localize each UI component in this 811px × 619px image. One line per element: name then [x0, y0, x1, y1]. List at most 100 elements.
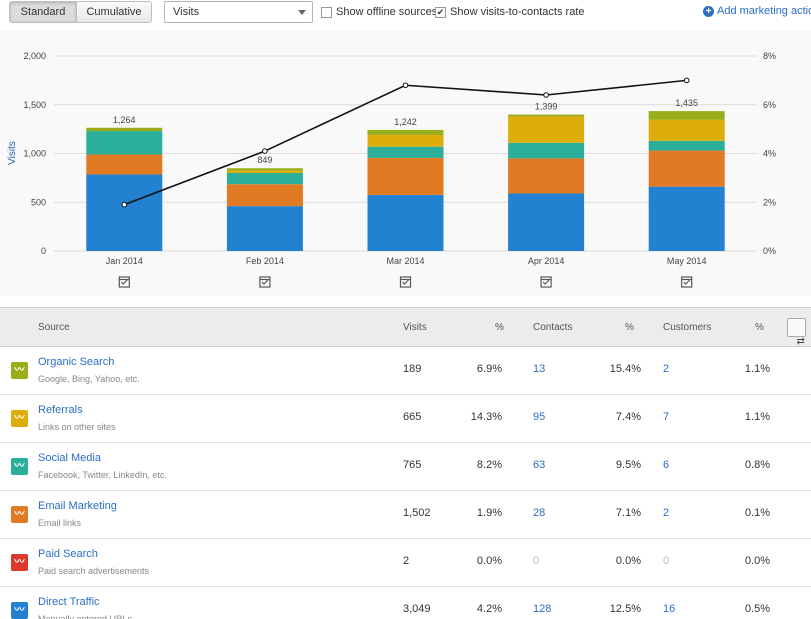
- swap-icon: ⇄: [796, 336, 805, 347]
- contacts-link[interactable]: 128: [533, 603, 552, 615]
- visits-pct-value: 0.0%: [476, 555, 502, 567]
- col-contacts[interactable]: Contacts: [533, 322, 573, 333]
- y2-tick-label: 4%: [763, 149, 776, 159]
- checkbox-unchecked-icon[interactable]: [321, 6, 332, 18]
- bar-segment: [508, 193, 585, 251]
- customers-link[interactable]: 16: [663, 603, 676, 615]
- bar-segment: [226, 184, 303, 207]
- visits-pct-value: 4.2%: [476, 603, 502, 615]
- contacts-link[interactable]: 13: [533, 363, 546, 375]
- visits-value: 189: [403, 363, 422, 375]
- table-row: 〰 Direct Traffic Manually entered URLs 3,04…: [0, 587, 811, 619]
- standard-button[interactable]: Standard: [10, 2, 76, 22]
- source-description: Facebook, Twitter, LinkedIn, etc.: [38, 470, 167, 480]
- contacts-pct-value: 9.5%: [615, 459, 641, 471]
- bar-total-label: 1,242: [394, 117, 417, 127]
- contacts-pct-value: 15.4%: [609, 363, 641, 375]
- y-tick-label: 2,000: [23, 51, 46, 61]
- contacts-pct-value: 7.1%: [615, 507, 641, 519]
- table-row: 〰 Paid Search Paid search advertisements 2 0…: [0, 539, 811, 587]
- x-tick-label: Apr 2014: [528, 256, 565, 266]
- visits-to-contacts-label: Show visits-to-contacts rate: [450, 6, 585, 18]
- offline-sources-checkbox[interactable]: Show offline sources: [321, 6, 437, 18]
- calendar-icon[interactable]: [259, 276, 271, 288]
- contacts-link[interactable]: 63: [533, 459, 546, 471]
- rate-point: [262, 148, 268, 154]
- x-tick-label: Jan 2014: [106, 256, 143, 266]
- bar-segment: [648, 150, 725, 187]
- customers-link[interactable]: 2: [663, 507, 670, 519]
- source-activity-icon: 〰: [11, 362, 28, 379]
- source-name-link[interactable]: Social Media: [38, 452, 101, 464]
- bar-segment: [367, 194, 444, 251]
- chevron-down-icon: [298, 10, 306, 15]
- bar-segment: [508, 158, 585, 194]
- calendar-icon[interactable]: [399, 276, 412, 288]
- add-marketing-action-link[interactable]: + Add marketing action: [703, 5, 811, 17]
- col-contacts-pct[interactable]: %: [625, 322, 634, 333]
- bar-total-label: 1,399: [535, 102, 558, 112]
- bar-segment: [226, 168, 303, 171]
- x-tick-label: Feb 2014: [246, 256, 284, 266]
- contacts-link[interactable]: 28: [533, 507, 546, 519]
- col-customers[interactable]: Customers: [663, 322, 712, 333]
- calendar-icon[interactable]: [681, 276, 693, 288]
- stacked-bar-chart: 0 500 1,000 1,500 2,000 0% 2% 4% 6% 8% Visits 1,264…: [7, 51, 776, 288]
- col-source[interactable]: Source: [38, 322, 70, 333]
- swap-columns-button[interactable]: ⇄: [787, 318, 806, 347]
- col-customers-pct[interactable]: %: [755, 322, 764, 333]
- offline-sources-label: Show offline sources: [336, 6, 438, 18]
- bar-segment: [86, 131, 163, 155]
- customers-pct-value: 1.1%: [744, 363, 770, 375]
- source-name-link[interactable]: Email Marketing: [38, 500, 117, 512]
- y-tick-label: 500: [31, 197, 46, 207]
- col-visits-pct[interactable]: %: [495, 322, 504, 333]
- source-name-link[interactable]: Direct Traffic: [38, 596, 100, 608]
- rate-point: [683, 77, 690, 84]
- x-tick-label: May 2014: [667, 256, 707, 266]
- visits-pct-value: 14.3%: [470, 411, 502, 423]
- rate-point: [121, 201, 128, 208]
- y-tick-label: 1,500: [23, 100, 46, 110]
- customers-pct-value: 0.8%: [744, 459, 770, 471]
- rate-point: [543, 92, 549, 98]
- source-activity-icon: 〰: [11, 458, 28, 475]
- col-visits[interactable]: Visits: [403, 322, 427, 333]
- bar-segment: [367, 157, 444, 195]
- source-activity-icon: 〰: [11, 554, 28, 571]
- source-name-link[interactable]: Paid Search: [38, 548, 98, 560]
- calendar-icon[interactable]: [118, 276, 130, 288]
- calendar-icon[interactable]: [540, 276, 552, 288]
- contacts-pct-value: 12.5%: [609, 603, 641, 615]
- customers-link[interactable]: 6: [663, 459, 670, 471]
- customers-pct-value: 0.5%: [744, 603, 770, 615]
- cumulative-button[interactable]: Cumulative: [76, 2, 151, 22]
- bar-segment: [648, 119, 725, 141]
- toolbar: Standard Cumulative Visits Show offline …: [0, 0, 811, 24]
- customers-pct-value: 0.0%: [744, 555, 770, 567]
- customers-link: 0: [663, 555, 670, 567]
- source-activity-icon: 〰: [11, 506, 28, 523]
- visits-to-contacts-checkbox[interactable]: ✔ Show visits-to-contacts rate: [435, 6, 585, 18]
- checkbox-checked-icon[interactable]: ✔: [435, 6, 446, 18]
- x-tick-label: Mar 2014: [386, 256, 424, 266]
- visits-pct-value: 8.2%: [476, 459, 502, 471]
- metric-select[interactable]: Visits: [164, 1, 313, 23]
- bar-segment: [86, 154, 163, 175]
- sources-table: Source Visits % Contacts % Customers % ⇄…: [0, 307, 811, 619]
- bar-segment: [508, 142, 585, 159]
- metric-select-value: Visits: [173, 6, 200, 18]
- table-row: 〰 Referrals Links on other sites 665 14.3% 95…: [0, 395, 811, 443]
- y2-tick-label: 2%: [763, 197, 776, 207]
- visits-value: 765: [403, 459, 422, 471]
- rate-point: [402, 82, 409, 89]
- visits-value: 2: [403, 555, 410, 567]
- bar-segment: [226, 173, 303, 185]
- source-name-link[interactable]: Organic Search: [38, 356, 115, 368]
- table-body: 〰 Organic Search Google, Bing, Yahoo, etc.…: [0, 347, 811, 619]
- bar-total-label: 1,435: [675, 98, 698, 108]
- contacts-link[interactable]: 95: [533, 411, 546, 423]
- customers-link[interactable]: 7: [663, 411, 670, 423]
- customers-link[interactable]: 2: [663, 363, 670, 375]
- source-name-link[interactable]: Referrals: [38, 404, 83, 416]
